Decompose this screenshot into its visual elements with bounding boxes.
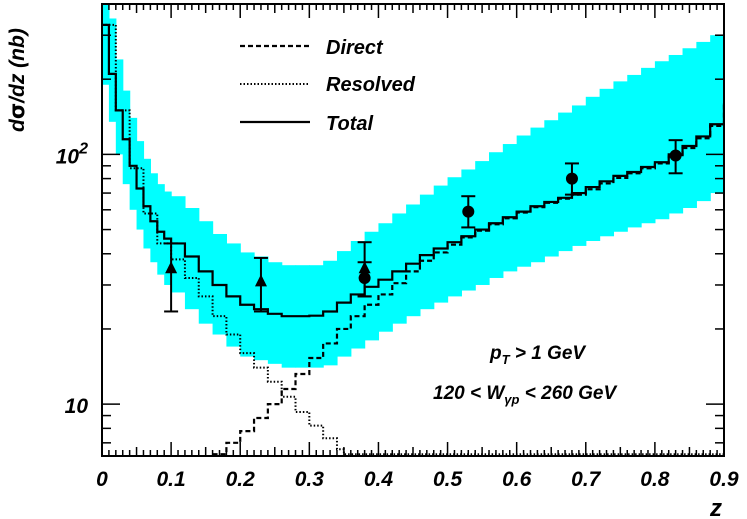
band-bin (226, 243, 241, 347)
band-bin (122, 90, 131, 185)
x-tick-label: 0.2 (226, 468, 256, 491)
uncertainty-band-layer (102, 4, 724, 368)
x-tick-label: 0.7 (571, 468, 602, 491)
band-bin (129, 117, 138, 210)
band-bin (157, 184, 165, 275)
legend: Direct Resolved Total (240, 37, 416, 135)
data-point-circle (669, 149, 682, 162)
y-axis-title: dσ/dz (nb) (5, 28, 29, 132)
band-bin (613, 81, 628, 232)
band-bin (682, 48, 697, 208)
legend-direct-label: Direct (326, 37, 384, 59)
x-tick-label: 0.6 (502, 468, 532, 491)
data-points-layer (164, 139, 683, 313)
x-axis-title: z (709, 495, 722, 519)
data-point-triangle (165, 261, 178, 274)
data-point-circle (565, 172, 578, 185)
band-bin (654, 61, 670, 220)
x-tick-label: 0.9 (709, 468, 739, 491)
band-bin (102, 4, 110, 85)
y-tick-label: 10 (65, 395, 89, 418)
band-bin (336, 251, 352, 357)
series-resolved-line (102, 23, 724, 456)
curves-layer (102, 23, 724, 456)
band-bin (530, 127, 545, 263)
data-point-circle (358, 271, 371, 284)
band-bin (544, 120, 559, 257)
band-bin (585, 96, 601, 241)
plot-frame-layer (101, 3, 725, 457)
annotation-pt-cut: pT > 1 GeV (489, 343, 586, 367)
annotations: pT > 1 GeV 120 < Wγp < 260 GeV (433, 343, 617, 407)
legend-total-label: Total (326, 113, 373, 135)
band-bin (433, 185, 449, 303)
annotation-w-range: 120 < Wγp < 260 GeV (433, 383, 617, 407)
band-bin (419, 194, 435, 310)
band-bin (150, 173, 158, 263)
band-bin (696, 41, 711, 202)
series-direct-line (212, 104, 724, 456)
band-bin (516, 135, 532, 267)
band-bin (406, 204, 421, 317)
band-bin (143, 158, 151, 249)
band-bin (323, 260, 338, 366)
band-bin (571, 105, 587, 246)
tick-labels-layer: 0 0.1 0.2 0.3 0.4 0.5 0.6 0.7 0.8 0.9 102 10 (56, 140, 739, 491)
data-point-circle (462, 205, 475, 218)
band-bin (461, 169, 476, 291)
band-bin (378, 223, 393, 332)
x-tick-label: 0.1 (157, 468, 186, 491)
band-bin (558, 112, 573, 252)
band-bin (108, 18, 117, 122)
band-bin (115, 59, 124, 155)
band-bin (392, 213, 407, 324)
band-bin (668, 54, 684, 214)
band-bin (627, 74, 642, 228)
band-bin (489, 152, 504, 278)
band-bin (136, 141, 145, 230)
band-bin (447, 177, 462, 297)
band-bin (502, 144, 518, 272)
x-tick-label: 0.8 (640, 468, 670, 491)
band-bin (641, 67, 656, 224)
data-point-triangle (254, 274, 267, 287)
x-tick-label: 0 (96, 468, 108, 491)
x-tick-label: 0.5 (433, 468, 463, 491)
band-bin (475, 161, 490, 285)
band-bin (710, 35, 724, 194)
legend-resolved-label: Resolved (326, 74, 416, 96)
x-tick-label: 0.4 (364, 468, 394, 491)
y-tick-label: 102 (56, 140, 88, 168)
x-tick-label: 0.3 (295, 468, 325, 491)
band-bin (599, 88, 615, 237)
band-bin (184, 207, 200, 310)
